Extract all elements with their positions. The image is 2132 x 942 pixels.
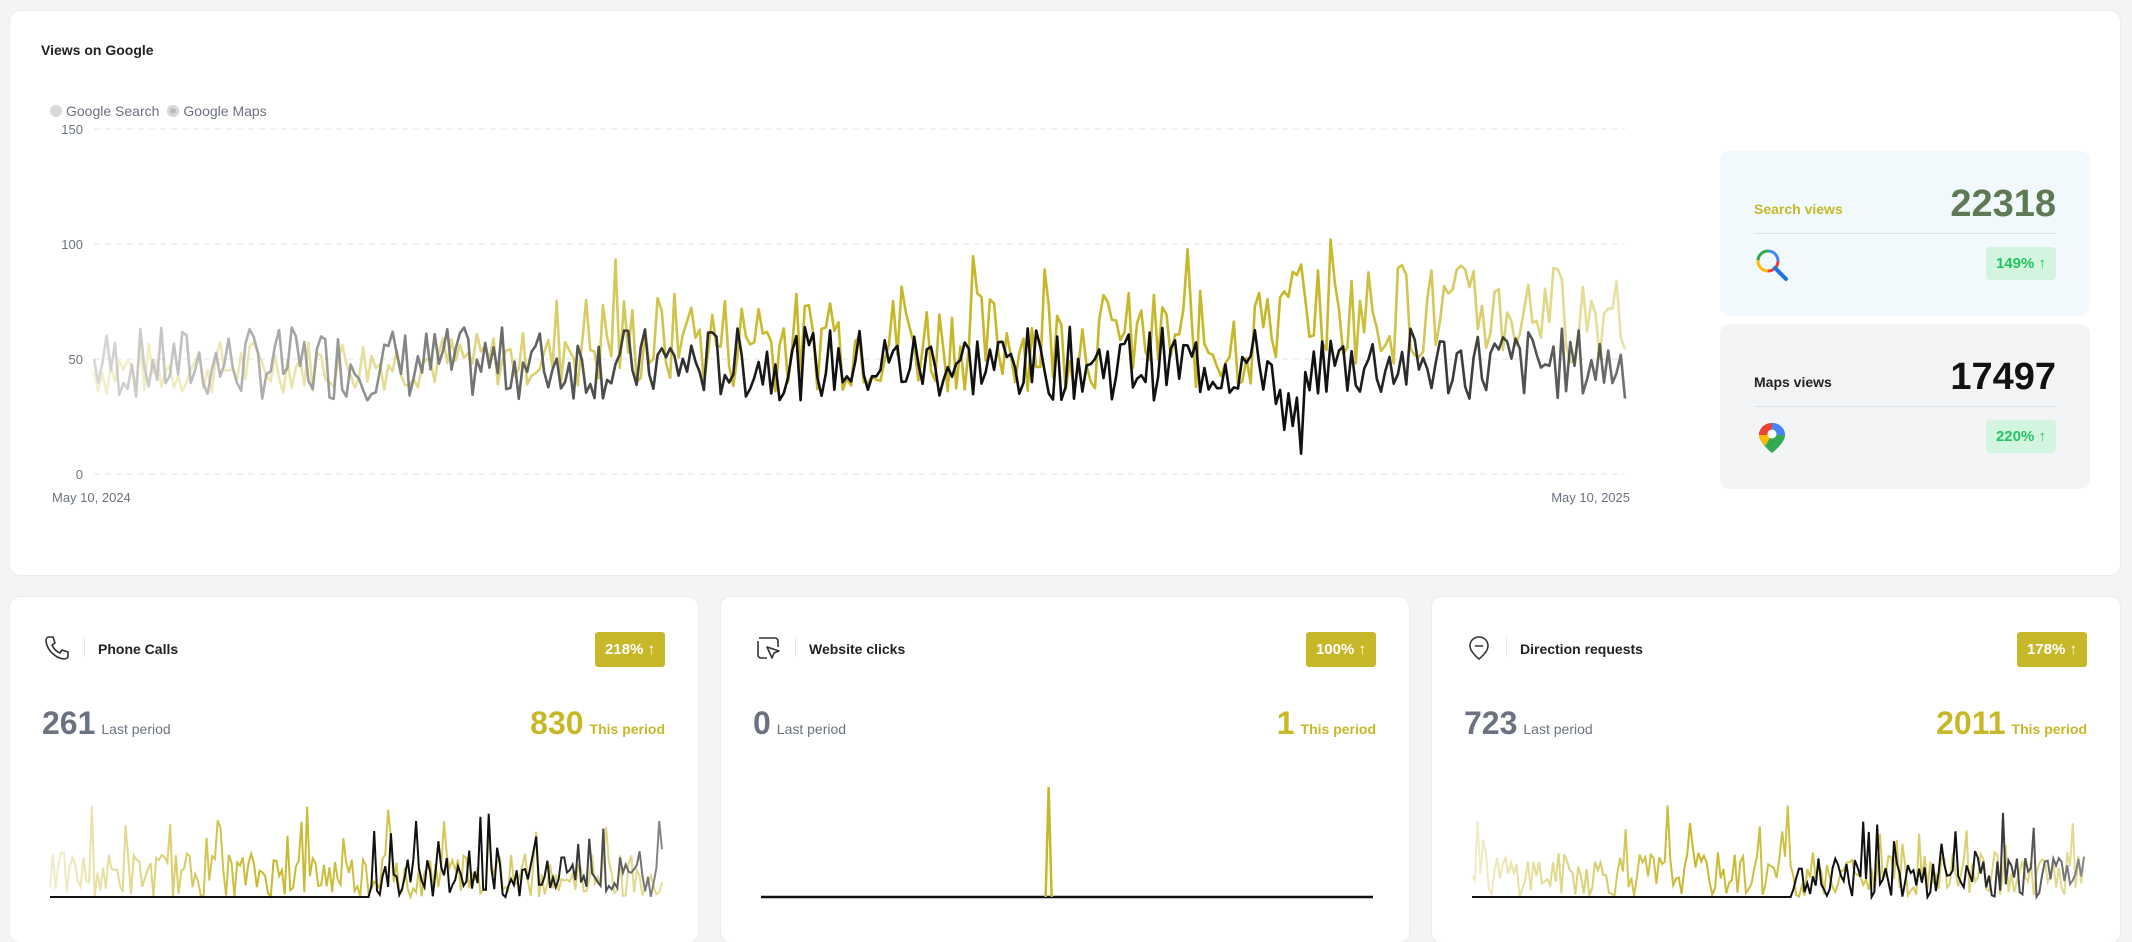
divider [1754,406,2056,407]
google-maps-pin-icon [1759,423,1785,453]
search-views-box: Search views 22318 149% ↑ [1720,151,2090,316]
legend-label: Google Maps [183,103,267,119]
cursor-click-icon [757,637,780,659]
y-tick-label: 50 [69,352,83,367]
last-period-value: 261 [42,705,96,741]
metric-change-badge: 218% ↑ [594,632,665,667]
sparkline-last-period [50,813,663,899]
last-period-label: Last period [776,721,847,737]
this-period-label: This period [2011,721,2087,737]
direction-requests-sparkline [1471,805,2085,901]
last-period-value: 723 [1464,705,1518,741]
last-period: 723 Last period [1464,705,1593,742]
maps-views-value: 17497 [1950,356,2056,398]
phone-calls-sparkline [49,806,663,901]
maps-views-box: Maps views 17497 220% ↑ [1720,324,2090,489]
divider [1506,637,1507,657]
legend-dot-icon [167,105,180,117]
last-period-label: Last period [1523,721,1593,737]
metric-title: Direction requests [1520,641,1643,657]
this-period: 2011 This period [1936,705,2087,742]
divider [1754,233,2056,234]
metric-change-badge: 100% ↑ [1305,632,1376,667]
last-period-label: Last period [101,721,171,737]
metric-card-phone-calls: Phone Calls 218% ↑ 261 Last period 830 Thi… [10,597,698,942]
last-period: 261 Last period [42,705,171,742]
metric-title: Website clicks [809,641,906,657]
search-views-label: Search views [1754,201,1843,217]
this-period: 1 This period [1277,705,1376,742]
last-period-value: 0 [753,705,771,741]
y-tick-label: 0 [76,467,83,482]
website-clicks-sparkline [761,786,1373,899]
this-period-value: 830 [530,705,584,741]
legend-item-google-maps[interactable]: Google Maps [167,103,267,119]
sparkline-spike [1044,786,1053,898]
divider [795,637,796,657]
maps-views-label: Maps views [1754,374,1832,390]
metric-card-direction-requests: Direction requests 178% ↑ 723 Last period… [1432,597,2120,942]
phone-icon [45,636,69,660]
series-line-google-search [92,238,1627,395]
last-period: 0 Last period [753,705,846,742]
x-tick-label-end: May 10, 2025 [1551,490,1630,505]
sparkline-this-period [1471,805,2085,899]
maps-views-change-badge: 220% ↑ [1985,420,2056,453]
this-period-label: This period [589,721,665,737]
this-period-label: This period [1300,721,1376,737]
direction-pin-icon [1469,636,1489,661]
search-views-value: 22318 [1950,183,2056,225]
this-period: 830 This period [530,705,665,742]
metric-card-website-clicks: Website clicks 100% ↑ 0 Last period 1 This… [721,597,1409,942]
sparkline-last-period [1472,812,2085,901]
divider [84,637,85,657]
y-tick-label: 100 [61,237,83,252]
search-magnifier-icon [1756,249,1788,281]
metric-title: Phone Calls [98,641,179,657]
chart-legend: Google Search Google Maps [50,103,267,119]
views-line-chart: 150 100 50 0 May 10, 2024 May 10, 2025 [52,122,1630,505]
x-tick-label-start: May 10, 2024 [52,490,131,505]
sparkline-this-period [49,806,663,901]
series-line-google-maps [92,325,1627,455]
this-period-value: 2011 [1936,705,2006,741]
metric-change-badge: 178% ↑ [2016,632,2087,667]
card-title: Views on Google [41,42,154,58]
search-views-change-badge: 149% ↑ [1985,247,2056,280]
y-tick-label: 150 [61,122,83,137]
legend-item-google-search[interactable]: Google Search [50,103,159,119]
this-period-value: 1 [1276,705,1295,741]
views-on-google-card: Views on Google Google Search Google Map… [10,11,2120,575]
legend-label: Google Search [66,103,160,119]
legend-dot-icon [50,105,62,117]
